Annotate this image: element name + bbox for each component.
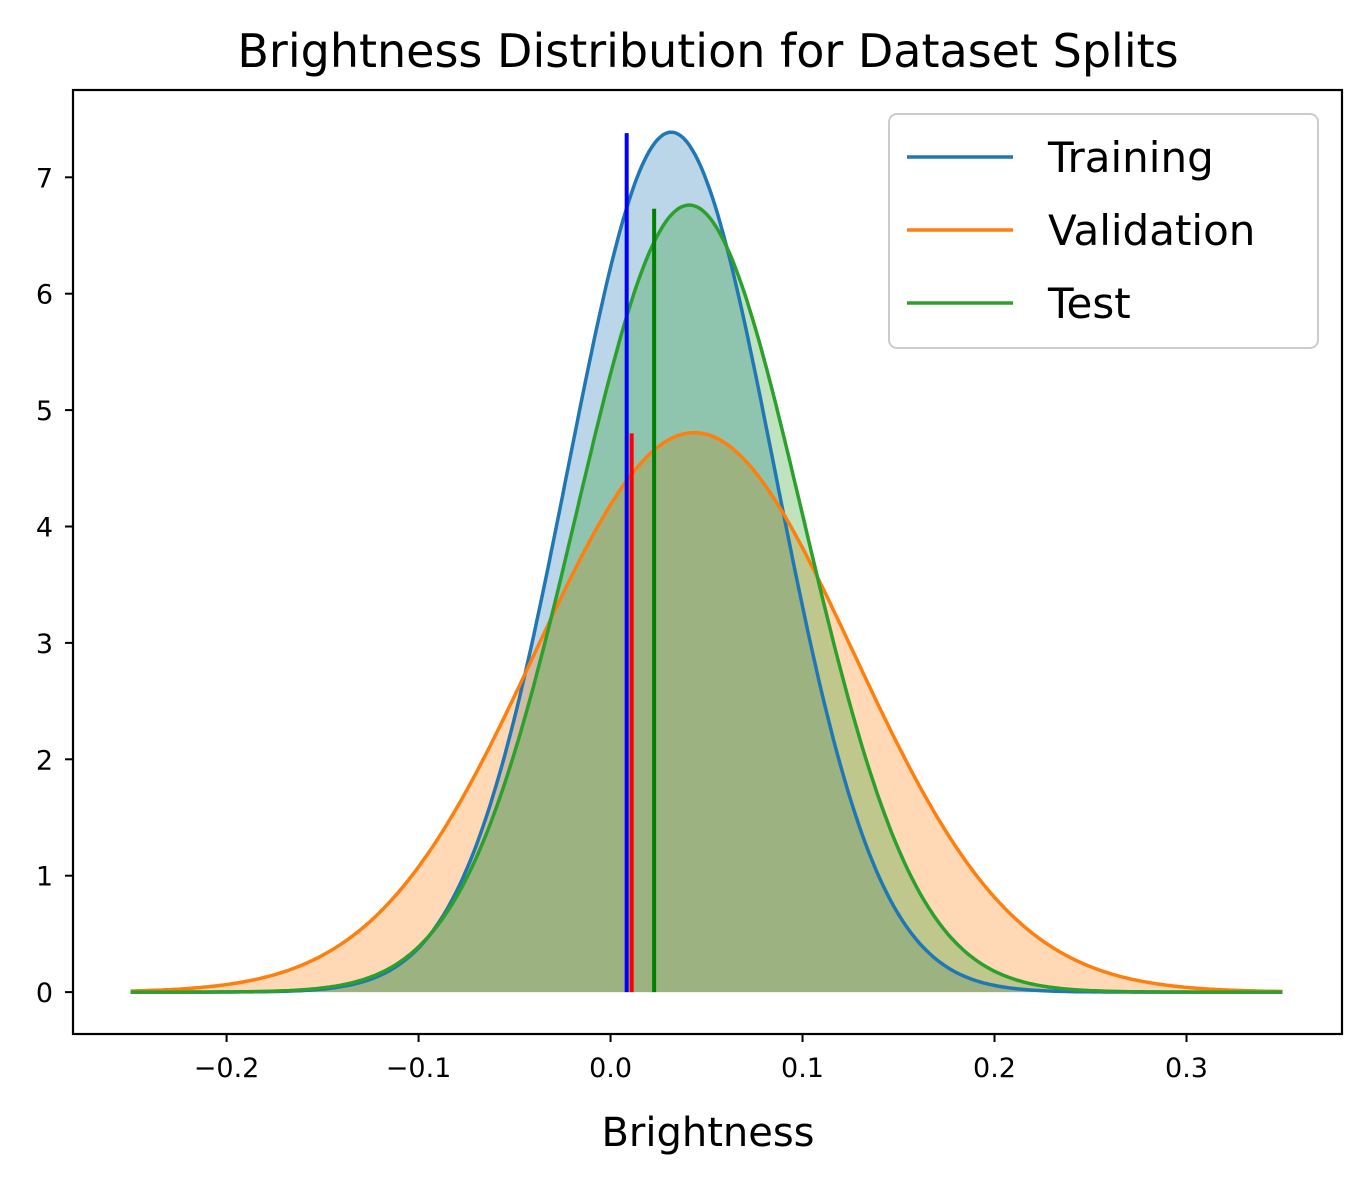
y-tick-label: 5 <box>36 396 53 427</box>
x-tick-label: 0.2 <box>973 1053 1016 1084</box>
legend: Training Validation Test <box>888 113 1319 349</box>
y-axis: 0 1 2 3 4 5 6 7 <box>36 163 73 1009</box>
x-tick-label: −0.2 <box>194 1053 260 1084</box>
area-fill-training <box>130 132 1283 993</box>
y-tick-label: 2 <box>36 745 53 776</box>
legend-label-validation: Validation <box>1048 206 1255 255</box>
area-fill-test <box>130 205 1283 993</box>
y-tick-label: 6 <box>36 280 53 311</box>
x-tick-label: 0.1 <box>781 1053 824 1084</box>
y-tick-label: 1 <box>36 862 53 893</box>
y-tick-label: 3 <box>36 629 53 660</box>
vertical-lines <box>624 133 657 993</box>
x-axis-label: Brightness <box>601 1110 814 1156</box>
legend-label-training: Training <box>1047 133 1214 182</box>
y-tick-label: 0 <box>36 978 53 1009</box>
x-axis: −0.2 −0.1 0.0 0.1 0.2 0.3 <box>194 1034 1208 1084</box>
x-tick-label: 0.3 <box>1165 1053 1208 1084</box>
chart-title: Brightness Distribution for Dataset Spli… <box>237 24 1178 78</box>
y-tick-label: 7 <box>36 163 53 194</box>
series-line-validation <box>130 430 1283 994</box>
area-fills <box>130 132 1283 993</box>
area-fill-validation <box>130 432 1283 993</box>
y-tick-label: 4 <box>36 512 53 543</box>
series-lines <box>130 130 1283 994</box>
plot-frame <box>71 88 1344 1036</box>
x-tick-label: 0.0 <box>589 1053 632 1084</box>
x-tick-label: −0.1 <box>386 1053 452 1084</box>
legend-label-test: Test <box>1047 279 1131 328</box>
series-line-test <box>130 203 1283 994</box>
